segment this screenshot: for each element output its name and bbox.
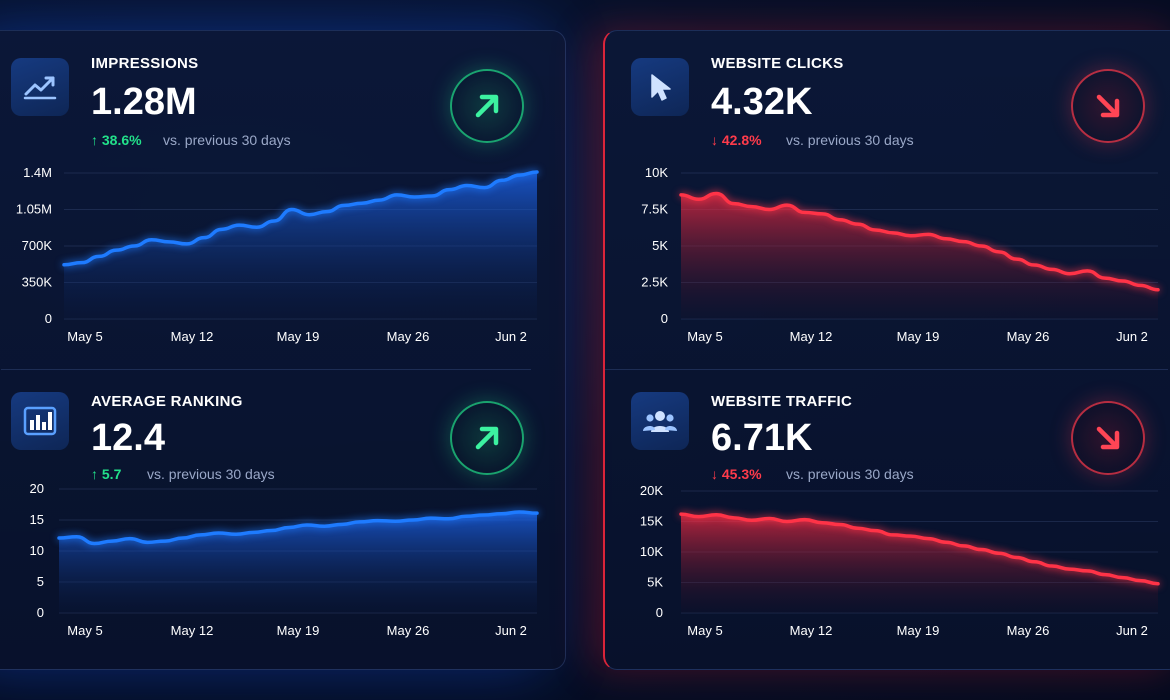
ranking-chart: 0 5 10 15 20 May 5 May 12 May 19 May 26 Jun 2 [30,481,539,638]
x-tick-label: May 19 [277,623,320,638]
x-tick-label: May 12 [171,329,214,344]
y-tick-label: 0 [37,605,44,620]
y-tick-label: 7.5K [641,202,668,217]
x-tick-label: May 26 [387,329,430,344]
x-tick-label: May 5 [687,329,722,344]
x-tick-label: May 12 [790,329,833,344]
y-tick-label: 2.5K [641,275,668,290]
clicks-chart: 0 2.5K 5K 7.5K 10K May 5 May 12 May 19 May 26 Jun… [641,165,1160,344]
y-tick-label: 15K [640,514,663,529]
clicks-compare: vs. previous 30 days [786,132,914,148]
y-tick-label: 10K [640,544,663,559]
traffic-value: 6.71K [711,417,813,459]
series-line [679,191,1160,292]
series-line [679,512,1160,586]
series-area [59,511,537,613]
y-tick-label: 0 [661,311,668,326]
x-tick-label: Jun 2 [495,623,527,638]
y-tick-label: 10 [30,543,44,558]
x-tick-label: Jun 2 [1116,623,1148,638]
y-tick-label: 15 [30,512,44,527]
users-icon [631,392,689,450]
y-tick-label: 5 [37,574,44,589]
impressions-compare: vs. previous 30 days [163,132,291,148]
ranking-label: AVERAGE RANKING [91,393,243,410]
arrow-up-right-icon [450,401,524,475]
x-tick-label: Jun 2 [495,329,527,344]
cursor-icon [631,58,689,116]
x-tick-label: May 26 [1007,623,1050,638]
x-tick-label: May 26 [387,623,430,638]
y-tick-label: 700K [22,238,53,253]
traffic-chart: 0 5K 10K 15K 20K May 5 May 12 May 19 May 26 Jun 2 [640,483,1160,638]
series-line [57,510,539,546]
clicks-change: ↓ 42.8% [711,132,762,148]
traffic-label: WEBSITE TRAFFIC [711,393,853,410]
x-tick-label: May 19 [897,623,940,638]
y-tick-label: 10K [645,165,668,180]
series-line [62,170,539,267]
x-tick-label: May 5 [67,623,102,638]
impressions-change: ↑ 38.6% [91,132,142,148]
x-tick-label: May 12 [171,623,214,638]
right-panel: WEBSITE CLICKS 4.32K ↓ 42.8% vs. previou… [603,30,1170,670]
x-tick-label: May 5 [687,623,722,638]
ranking-value: 12.4 [91,417,165,459]
y-tick-label: 20K [640,483,663,498]
y-tick-label: 1.05M [16,202,52,217]
y-tick-label: 20 [30,481,44,496]
y-tick-label: 0 [656,605,663,620]
series-area [64,171,537,319]
arrow-up-right-icon [450,69,524,143]
clicks-value: 4.32K [711,81,813,123]
left-panel: IMPRESSIONS 1.28M ↑ 38.6% vs. previous 3… [0,30,566,670]
arrow-down-right-icon [1071,401,1145,475]
divider [1,369,531,370]
impressions-label: IMPRESSIONS [91,55,199,72]
traffic-change: ↓ 45.3% [711,466,762,482]
y-tick-label: 5K [652,238,668,253]
y-tick-label: 350K [22,275,53,290]
divider [605,369,1168,370]
x-tick-label: May 19 [277,329,320,344]
traffic-compare: vs. previous 30 days [786,466,914,482]
ranking-compare: vs. previous 30 days [147,466,275,482]
x-tick-label: Jun 2 [1116,329,1148,344]
impressions-value: 1.28M [91,81,197,123]
y-tick-label: 5K [647,575,663,590]
ranking-change: ↑ 5.7 [91,466,122,482]
y-tick-label: 0 [45,311,52,326]
trend-line-icon [11,58,69,116]
series-area [681,514,1158,613]
x-tick-label: May 26 [1007,329,1050,344]
clicks-label: WEBSITE CLICKS [711,55,844,72]
series-area [681,193,1158,319]
arrow-down-right-icon [1071,69,1145,143]
impressions-chart: 0 350K 700K 1.05M 1.4M May 5 May 12 May 19 May 2… [16,165,539,344]
x-tick-label: May 19 [897,329,940,344]
x-tick-label: May 12 [790,623,833,638]
x-tick-label: May 5 [67,329,102,344]
bar-chart-icon [11,392,69,450]
y-tick-label: 1.4M [23,165,52,180]
